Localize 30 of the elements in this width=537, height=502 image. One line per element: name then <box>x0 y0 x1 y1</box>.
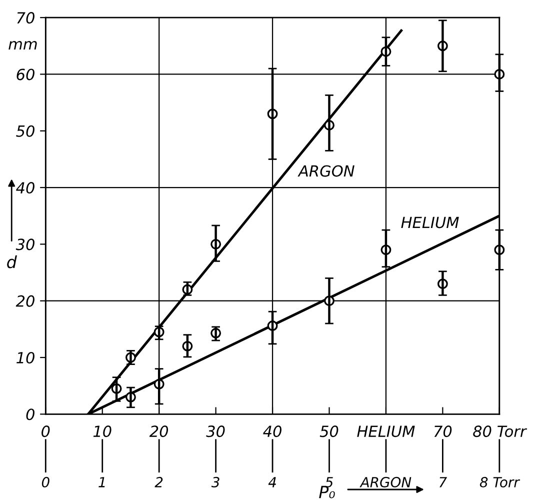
x-tick-label: 80 Torr <box>473 426 528 438</box>
series-label: ARGON <box>298 165 354 177</box>
y-tick-label: 20 <box>16 295 34 307</box>
x2-tick-label: 2 <box>154 476 163 488</box>
x-tick-label: 20 <box>149 426 168 438</box>
x-tick-label: HELIUM <box>357 426 415 438</box>
text: mm <box>8 40 37 50</box>
x-tick-label: 50 <box>320 426 338 438</box>
y-tick-label: 60 <box>16 68 34 80</box>
x2-tick-label: 8 Torr <box>480 476 520 488</box>
y-tick-label: 70 <box>17 12 34 24</box>
series-label: HELIUM <box>401 216 459 228</box>
x-tick-label: 0 <box>42 426 50 438</box>
y-tick-label: 10 <box>16 352 34 364</box>
y-tick-label: 30 <box>16 238 34 250</box>
y-tick-label: 50 <box>16 125 34 137</box>
y-tick-label: 0 <box>26 408 34 420</box>
x2-tick-label: 3 <box>211 476 220 488</box>
x-tick-label: 70 <box>434 426 452 438</box>
y-axis-title: d <box>7 255 17 268</box>
x2-tick-label: 1 <box>98 477 105 488</box>
x-tick-label: 10 <box>93 426 112 438</box>
x2-tick-label: ARGON <box>360 476 412 488</box>
x-tick-label: 30 <box>206 426 225 438</box>
x-axis-title: P₀ <box>319 486 335 498</box>
x2-tick-label: 4 <box>268 477 276 488</box>
y-tick-label: 40 <box>16 182 34 194</box>
x-tick-label: 40 <box>263 426 282 438</box>
x2-tick-label: 7 <box>440 477 447 488</box>
x2-tick-label: 0 <box>42 476 50 488</box>
